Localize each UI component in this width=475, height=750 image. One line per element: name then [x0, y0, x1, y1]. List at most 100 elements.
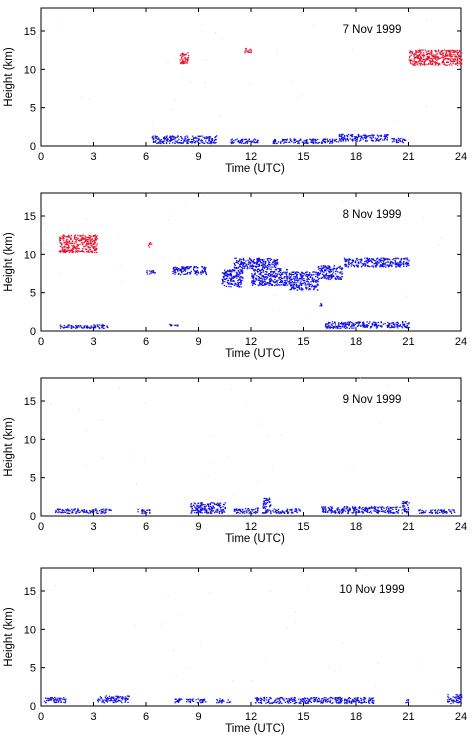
- echo-point: [146, 271, 148, 273]
- echo-segment: [59, 324, 109, 330]
- echo-point: [234, 276, 236, 278]
- echo-point: [81, 250, 83, 252]
- echo-point: [418, 51, 421, 53]
- echo-point: [247, 51, 249, 53]
- echo-point: [368, 260, 370, 263]
- echo-point: [320, 303, 322, 305]
- echo-point: [176, 325, 178, 327]
- echo-point: [274, 278, 276, 281]
- echo-point: [291, 282, 293, 284]
- echo-point: [300, 275, 302, 277]
- echo-point: [94, 509, 97, 511]
- noise-speck: [414, 379, 416, 380]
- echo-point: [94, 327, 97, 329]
- echo-point: [242, 271, 244, 273]
- echo-point: [456, 61, 459, 63]
- echo-point: [201, 140, 204, 142]
- echo-point: [237, 269, 239, 271]
- echo-point: [252, 280, 254, 282]
- echo-point: [229, 701, 231, 703]
- echo-point: [189, 272, 191, 274]
- echo-point: [322, 508, 325, 510]
- echo-point: [337, 275, 340, 277]
- echo-point: [321, 506, 323, 508]
- echo-point: [148, 243, 151, 245]
- echo-point: [310, 281, 312, 283]
- echo-point: [339, 271, 341, 273]
- echo-point: [235, 276, 237, 278]
- echo-point: [255, 269, 257, 272]
- noise-speck: [313, 25, 314, 27]
- echo-point: [224, 273, 226, 275]
- echo-point: [200, 271, 203, 273]
- echo-point: [257, 260, 259, 262]
- echo-point: [333, 511, 335, 513]
- echo-point: [279, 697, 281, 699]
- echo-point: [60, 325, 62, 327]
- echo-point: [308, 278, 310, 280]
- echo-point: [344, 259, 346, 261]
- echo-point: [149, 509, 151, 511]
- echo-point: [209, 508, 211, 510]
- x-tick-label: 21: [402, 711, 414, 723]
- echo-point: [309, 276, 312, 278]
- echo-point: [252, 268, 254, 270]
- echo-point: [447, 55, 449, 57]
- echo-point: [358, 135, 360, 137]
- echo-point: [317, 284, 319, 286]
- echo-point: [316, 275, 319, 277]
- echo-point: [220, 510, 222, 512]
- echo-point: [363, 134, 365, 136]
- echo-point: [448, 64, 450, 66]
- echo-point: [327, 265, 329, 267]
- echo-point: [315, 273, 317, 275]
- echo-point: [258, 264, 260, 266]
- echo-point: [230, 269, 232, 271]
- echo-point: [64, 699, 66, 701]
- echo-point: [265, 278, 267, 280]
- echo-point: [334, 324, 337, 326]
- echo-point: [308, 282, 310, 284]
- echo-point: [456, 696, 458, 698]
- echo-point: [359, 506, 361, 508]
- echo-point: [397, 262, 399, 264]
- y-axis-label: Height (km): [3, 607, 15, 667]
- echo-point: [163, 142, 165, 144]
- echo-point: [320, 701, 323, 703]
- echo-point: [215, 135, 218, 137]
- echo-point: [321, 698, 323, 700]
- echo-point: [219, 700, 221, 702]
- echo-point: [282, 139, 284, 141]
- echo-point: [301, 272, 303, 274]
- noise-speck: [50, 403, 52, 405]
- echo-point: [252, 260, 254, 262]
- echo-point: [367, 701, 370, 703]
- echo-point: [256, 141, 259, 143]
- echo-point: [372, 134, 374, 136]
- echo-point: [106, 325, 108, 327]
- echo-point: [266, 267, 269, 269]
- echo-point: [101, 512, 103, 514]
- echo-point: [66, 508, 69, 510]
- echo-point: [318, 141, 320, 144]
- echo-point: [364, 265, 366, 267]
- noise-speck: [88, 98, 90, 100]
- noise-speck: [358, 395, 360, 397]
- echo-point: [375, 139, 378, 141]
- echo-point: [111, 696, 113, 698]
- echo-point: [438, 511, 441, 514]
- echo-point: [141, 510, 143, 512]
- echo-point: [434, 58, 436, 60]
- echo-point: [110, 700, 112, 702]
- echo-point: [84, 325, 86, 327]
- echo-point: [76, 238, 79, 240]
- echo-point: [312, 141, 315, 143]
- echo-point: [194, 506, 196, 508]
- echo-point: [440, 509, 443, 511]
- echo-point: [265, 699, 267, 701]
- echo-point: [334, 699, 336, 701]
- echo-point: [347, 133, 350, 136]
- echo-point: [84, 240, 87, 242]
- echo-point: [313, 696, 315, 699]
- echo-point: [231, 271, 233, 273]
